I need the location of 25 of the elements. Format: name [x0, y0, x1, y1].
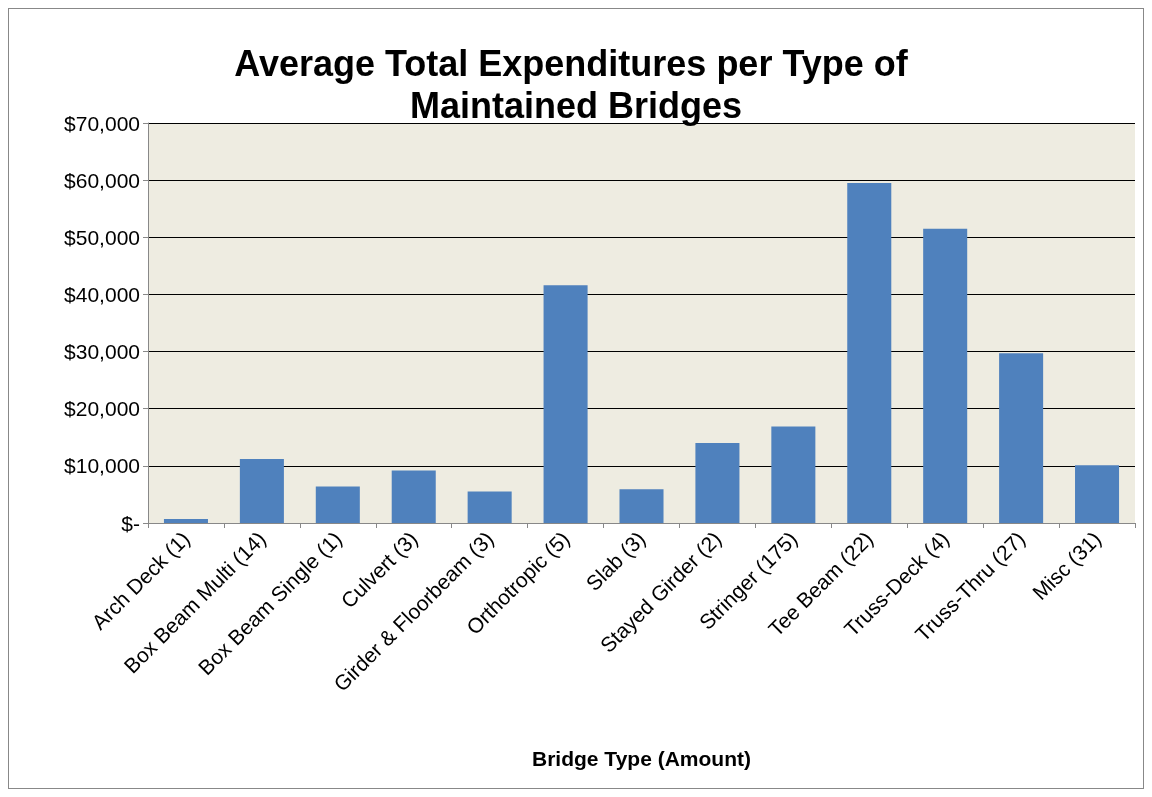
- bar: [543, 285, 588, 523]
- bar: [695, 443, 740, 523]
- y-tick-label: $60,000: [64, 168, 140, 192]
- bar: [163, 519, 208, 523]
- bar: [391, 470, 436, 523]
- chart-title: Average Total Expenditures per Type of Maintained Bridges: [234, 42, 918, 126]
- x-axis-title: Bridge Type (Amount): [532, 747, 751, 770]
- bar: [999, 353, 1044, 523]
- y-tick-label: $20,000: [64, 397, 140, 421]
- y-tick-label: $70,000: [64, 111, 140, 135]
- x-tick-label: Misc (31): [1027, 526, 1106, 605]
- bar: [467, 491, 512, 523]
- bar: [923, 228, 968, 523]
- y-tick-label: $50,000: [64, 225, 140, 249]
- x-tick-label: Slab (3): [581, 526, 650, 596]
- y-tick-label: $40,000: [64, 282, 140, 306]
- bar: [847, 183, 892, 523]
- bar: [619, 489, 664, 523]
- bar: [239, 459, 284, 523]
- y-tick-label: $10,000: [64, 454, 140, 478]
- bar: [315, 486, 360, 523]
- bar: [771, 426, 816, 523]
- y-tick-label: $30,000: [64, 340, 140, 364]
- bar: [1075, 465, 1120, 523]
- y-tick-label: $-: [121, 511, 140, 535]
